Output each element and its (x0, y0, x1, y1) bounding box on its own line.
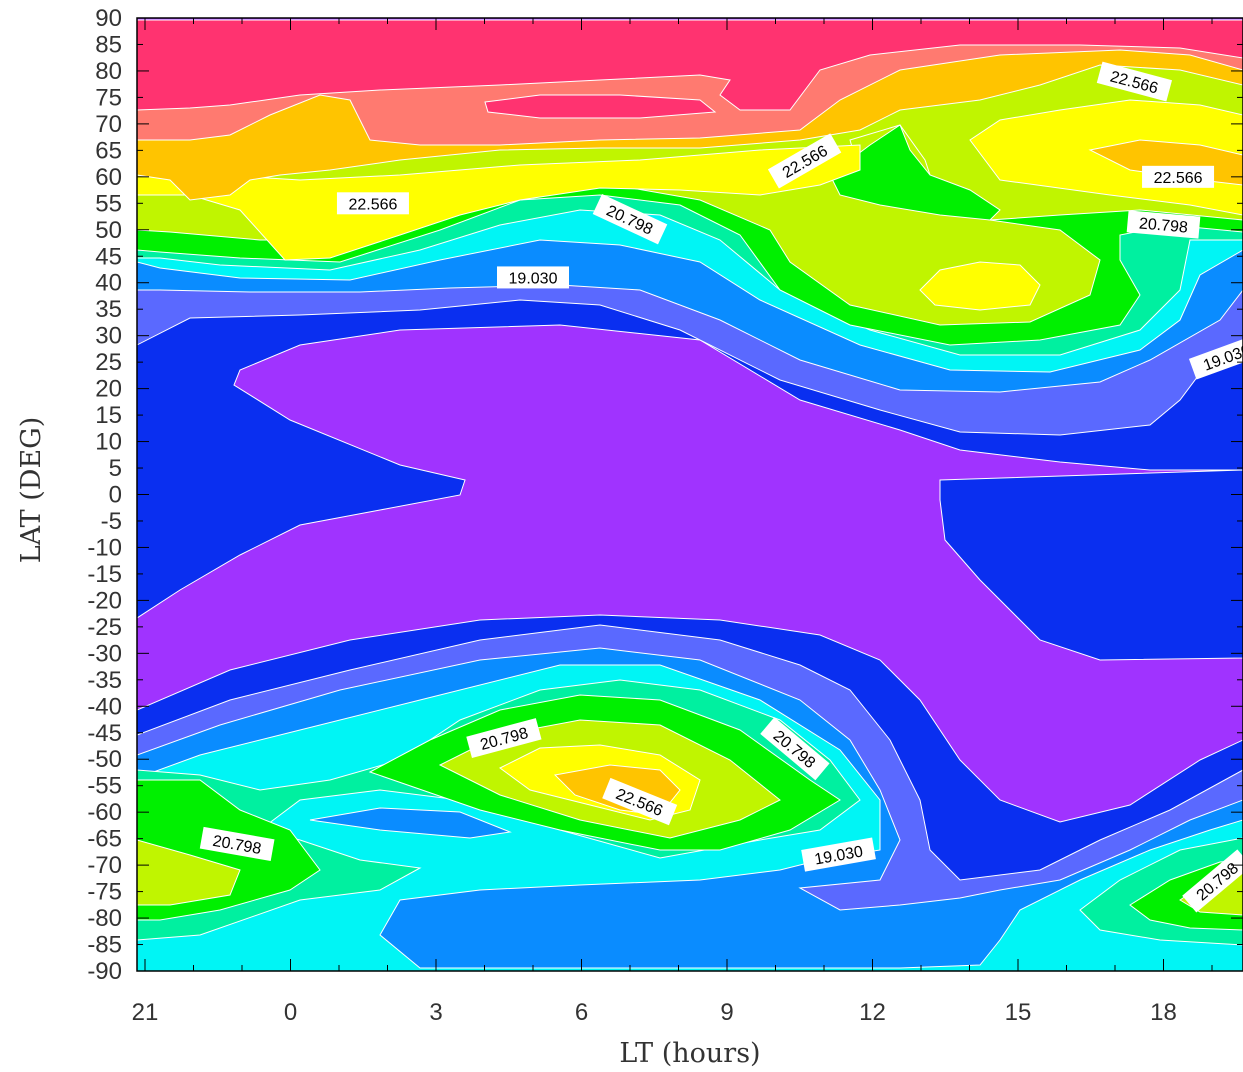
contour-band-yellow (137, 19, 1243, 261)
y-tick-label: -15 (87, 561, 122, 588)
y-tick-label: 75 (95, 84, 122, 111)
y-tick-label: 35 (95, 296, 122, 323)
y-tick-label: -60 (87, 799, 122, 826)
contour-band-lime-south-west (137, 839, 241, 906)
y-tick-label: -35 (87, 667, 122, 694)
y-tick-label: 10 (95, 429, 122, 456)
y-tick-label: -40 (87, 693, 122, 720)
x-axis-title: LT (hours) (619, 1038, 760, 1069)
y-tick-label: 70 (95, 111, 122, 138)
x-tick-label: 0 (284, 999, 297, 1026)
x-tick-label: 6 (575, 999, 588, 1026)
y-tick-label: 55 (95, 190, 122, 217)
y-tick-label: 20 (95, 376, 122, 403)
x-tick-label: 12 (859, 999, 886, 1026)
y-tick-label: -70 (87, 852, 122, 879)
y-tick-label: -10 (87, 534, 122, 561)
x-tick-label: 9 (720, 999, 733, 1026)
contour-label: 22.566 (1096, 61, 1173, 102)
contour-label-box (466, 718, 542, 758)
x-tick-label: 21 (132, 999, 159, 1026)
x-axis: 21 0 3 6 9 12 15 18 (132, 18, 1213, 1026)
contour-label-box (760, 717, 830, 781)
contour-label-box (801, 837, 876, 872)
y-tick-label: 30 (95, 323, 122, 350)
x-tick-label: 3 (429, 999, 442, 1026)
contour-label-box (199, 826, 275, 862)
y-tick-label: -50 (87, 746, 122, 773)
contour-label-box (767, 133, 842, 189)
contour-band-blue (939, 469, 1243, 661)
contour-label-box (602, 777, 678, 826)
contour-label: 22.566 (1142, 165, 1215, 188)
contour-label-box (1142, 165, 1215, 188)
contour-label: 20.798 (1126, 210, 1201, 239)
plot-area (137, 18, 1243, 971)
contour-label: 22.566 (336, 192, 409, 215)
x-tick-label: 18 (1150, 999, 1177, 1026)
contour-band-azure-south-inner (309, 807, 512, 839)
y-tick-label: -85 (87, 932, 122, 959)
y-tick-label: 5 (109, 455, 122, 482)
contour-label: 19.030 (497, 266, 569, 289)
y-tick-label: -20 (87, 587, 122, 614)
contour-label-box (592, 194, 668, 245)
contour-label-box (336, 192, 409, 215)
contour-label-box (497, 266, 569, 289)
contour-band-crimson (137, 19, 1243, 111)
contour-label-box (1096, 61, 1173, 102)
x-tick-label: 15 (1005, 999, 1032, 1026)
y-tick-label: 85 (95, 31, 122, 58)
contour-label-text: 20.798 (1138, 215, 1188, 236)
contour-label-text: 22.566 (348, 196, 397, 213)
y-axis-title: LAT (DEG) (16, 417, 47, 564)
y-tick-label: 80 (95, 58, 122, 85)
contour-label-box (1188, 334, 1243, 380)
y-tick-label: -80 (87, 905, 122, 932)
contour-band-yellow-island (919, 261, 1041, 311)
y-tick-label: -55 (87, 773, 122, 800)
y-tick-label: -25 (87, 614, 122, 641)
y-tick-label: -65 (87, 826, 122, 853)
y-tick-label: -45 (87, 720, 122, 747)
contour-band-green-island (829, 124, 1001, 221)
y-tick-label: -75 (87, 879, 122, 906)
y-axis: 908580757065605550454035302520151050-5-1… (87, 5, 1243, 985)
contour-band-crimson-island (484, 94, 717, 119)
contour-label-text: 19.030 (509, 270, 558, 287)
y-tick-label: 45 (95, 243, 122, 270)
y-tick-label: -30 (87, 640, 122, 667)
y-tick-label: 50 (95, 217, 122, 244)
contour-label-box (1126, 210, 1201, 239)
y-tick-label: 60 (95, 164, 122, 191)
y-tick-label: 25 (95, 349, 122, 376)
y-tick-label: 90 (95, 5, 122, 32)
y-tick-label: -90 (87, 958, 122, 985)
y-tick-label: 65 (95, 137, 122, 164)
y-tick-label: 0 (109, 482, 122, 509)
y-tick-label: 15 (95, 402, 122, 429)
contour-label-text: 22.566 (1154, 170, 1203, 187)
y-tick-label: -5 (101, 508, 122, 535)
y-tick-label: 40 (95, 270, 122, 297)
